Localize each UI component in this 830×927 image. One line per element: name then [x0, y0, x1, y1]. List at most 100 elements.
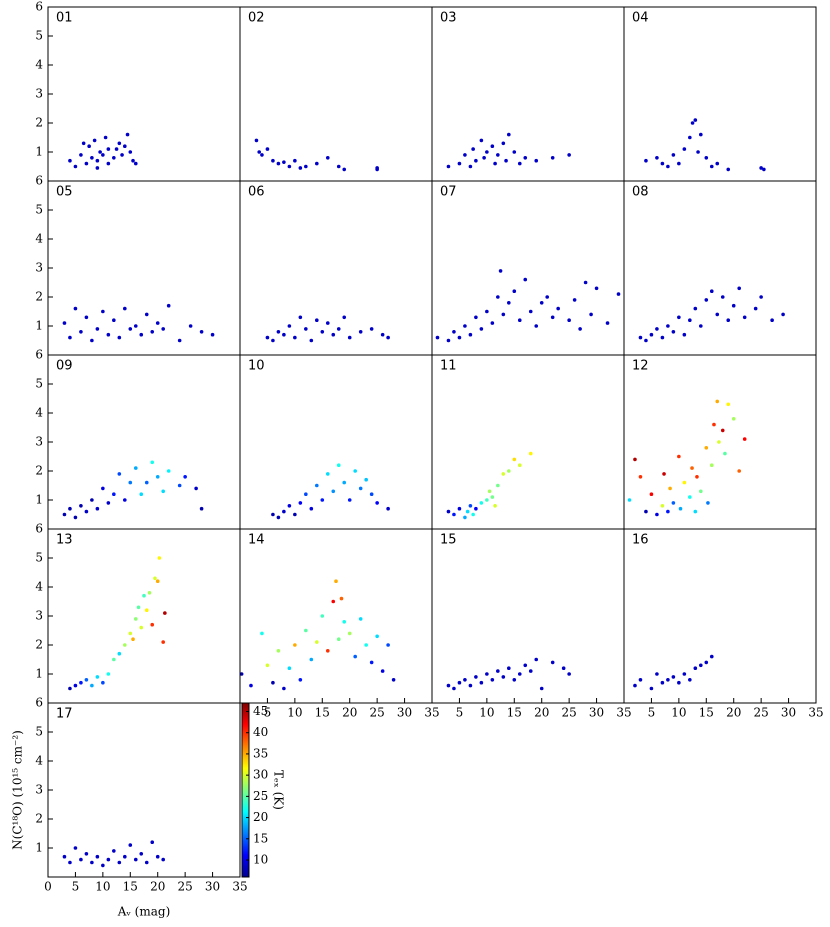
point: [567, 672, 571, 676]
point: [239, 672, 244, 676]
point: [678, 506, 683, 511]
point: [177, 338, 182, 343]
point: [73, 306, 78, 311]
point: [490, 495, 495, 499]
point: [731, 303, 736, 308]
point: [474, 315, 478, 320]
point: [446, 509, 451, 514]
point: [112, 492, 116, 497]
point: [726, 318, 731, 323]
point: [106, 147, 111, 151]
y-tick-label: 5: [35, 377, 43, 391]
point: [737, 286, 741, 291]
point: [446, 164, 451, 169]
point: [150, 460, 155, 465]
point: [336, 637, 341, 641]
point: [90, 156, 94, 160]
point: [715, 312, 720, 317]
panel-title: 15: [440, 533, 457, 548]
x-tick-label: 10: [479, 706, 494, 720]
y-tick-label: 4: [35, 406, 43, 420]
point: [375, 634, 379, 639]
point: [479, 501, 484, 505]
point: [457, 680, 462, 685]
point: [293, 335, 297, 340]
point: [452, 512, 456, 517]
point: [325, 156, 330, 160]
point: [493, 161, 497, 166]
point: [726, 167, 731, 172]
point: [276, 649, 281, 653]
point: [342, 620, 347, 624]
point: [688, 495, 692, 499]
point: [517, 161, 522, 166]
point: [517, 672, 522, 676]
y-tick-label: 6: [35, 522, 43, 536]
y-tick-label: 3: [35, 87, 43, 101]
panel-title: 08: [632, 185, 649, 200]
panel-title: 07: [440, 185, 457, 200]
panel-frame: [623, 528, 817, 704]
point: [633, 457, 637, 462]
point: [177, 483, 182, 488]
point: [79, 857, 83, 862]
point: [139, 332, 144, 337]
x-tick-label: 20: [342, 706, 357, 720]
y-tick-label: 6: [35, 174, 43, 188]
point: [298, 501, 303, 505]
panel-title: 13: [56, 533, 73, 548]
panel-title: 11: [440, 359, 457, 374]
point: [98, 150, 102, 154]
point: [68, 158, 72, 163]
point: [770, 318, 774, 323]
point: [759, 295, 763, 299]
point: [688, 678, 692, 682]
x-tick-label: 35: [808, 706, 823, 720]
point: [457, 335, 462, 340]
point: [144, 608, 149, 612]
point: [271, 158, 275, 163]
point: [550, 156, 555, 160]
y-axis-label: N(C¹⁸O) (10¹⁵ cm⁻²): [11, 730, 25, 850]
y-tick-label: 1: [35, 841, 43, 855]
point: [150, 622, 155, 627]
panel-frame: [47, 180, 241, 356]
panel-title: 01: [56, 11, 73, 26]
x-tick-label: 5: [264, 706, 272, 720]
point: [353, 469, 358, 473]
point: [655, 327, 659, 331]
point: [123, 306, 127, 311]
point: [315, 640, 319, 644]
point: [660, 161, 665, 166]
point: [155, 475, 160, 479]
point: [103, 135, 108, 140]
panel-title: 02: [248, 11, 265, 26]
point: [106, 161, 111, 166]
y-tick-label: 5: [35, 203, 43, 217]
point: [485, 309, 489, 314]
point: [498, 269, 503, 273]
point: [704, 446, 709, 450]
point: [114, 147, 119, 151]
point: [101, 680, 105, 685]
point: [342, 315, 347, 320]
point: [347, 498, 352, 502]
point: [364, 643, 368, 647]
point: [369, 327, 374, 331]
point: [79, 504, 83, 508]
point: [199, 506, 204, 511]
point: [550, 315, 555, 320]
point: [594, 286, 599, 291]
point: [112, 657, 116, 662]
point: [693, 509, 698, 514]
point: [523, 663, 528, 668]
point: [315, 318, 319, 323]
point: [331, 599, 336, 604]
point: [567, 318, 571, 323]
point: [128, 150, 133, 154]
point: [92, 138, 97, 143]
point: [123, 144, 127, 148]
point: [742, 315, 747, 320]
point: [649, 686, 654, 691]
point: [671, 153, 676, 157]
